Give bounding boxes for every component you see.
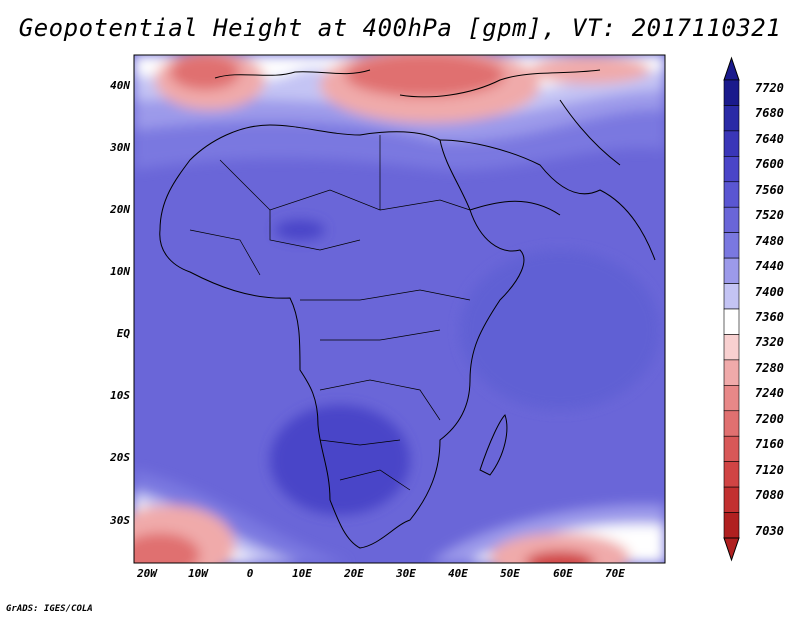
- colorbar-segment: [723, 232, 740, 259]
- lat-label: 30N: [110, 141, 130, 154]
- colorbar-label: 7240: [755, 386, 784, 401]
- lat-label: 10N: [110, 265, 130, 278]
- lon-label: 70E: [605, 567, 625, 580]
- colorbar-segment: [723, 105, 740, 132]
- colorbar-segment: [723, 156, 740, 183]
- height-field: [134, 55, 665, 563]
- lat-label: 40N: [110, 79, 130, 92]
- colorbar-segment: [723, 308, 740, 335]
- lon-label: 20W: [137, 567, 157, 580]
- colorbar-segment: [723, 181, 740, 208]
- colorbar-label: 7480: [755, 233, 784, 248]
- lon-label: 50E: [500, 567, 520, 580]
- colorbar-label: 7640: [755, 131, 784, 146]
- colorbar-segment: [723, 359, 740, 386]
- colorbar-top-arrow: [723, 56, 740, 81]
- colorbar-segment: [723, 79, 740, 106]
- lon-label: 20E: [344, 567, 364, 580]
- colorbar-segment: [723, 257, 740, 284]
- lon-label: 40E: [448, 567, 468, 580]
- colorbar-segment: [723, 206, 740, 233]
- colorbar-segment: [723, 130, 740, 157]
- colorbar-label: 7280: [755, 360, 784, 375]
- colorbar-label: 7600: [755, 157, 784, 172]
- lon-label: 10W: [188, 567, 208, 580]
- colorbar-segment: [723, 410, 740, 437]
- plot-frame: [133, 54, 666, 564]
- lon-label: 30E: [396, 567, 416, 580]
- lat-label: 20N: [110, 203, 130, 216]
- credit-text: GrADS: IGES/COLA: [6, 604, 93, 614]
- country-borders: [189, 135, 471, 491]
- lon-label: 60E: [553, 567, 573, 580]
- colorbar-label: 7080: [755, 488, 784, 503]
- colorbar-label: 7200: [755, 411, 784, 426]
- colorbar-segment: [723, 461, 740, 488]
- lat-label: 30S: [110, 514, 130, 527]
- colorbar-label: 7680: [755, 106, 784, 121]
- colorbar-segment: [723, 283, 740, 310]
- colorbar-segment: [723, 385, 740, 412]
- coastlines: [159, 69, 656, 549]
- lat-label: EQ: [116, 327, 130, 340]
- map-title: Geopotential Height at 400hPa [gpm], VT:…: [18, 14, 782, 42]
- colorbar-segment: [723, 334, 740, 361]
- lon-label: 10E: [292, 567, 312, 580]
- lon-label: 0: [246, 567, 254, 580]
- lat-label: 10S: [110, 389, 130, 402]
- lat-label: 20S: [110, 451, 130, 464]
- colorbar-label: 7160: [755, 437, 784, 452]
- colorbar-segment: [723, 435, 740, 462]
- colorbar-bottom-arrow: [723, 537, 740, 562]
- colorbar-segment: [723, 512, 740, 539]
- colorbar-label: 7560: [755, 182, 784, 197]
- colorbar-label: 7360: [755, 310, 784, 324]
- colorbar-label: 7120: [755, 462, 784, 477]
- colorbar-label: 7400: [755, 284, 784, 299]
- colorbar-segment: [723, 486, 740, 513]
- colorbar-label: 7720: [755, 81, 784, 95]
- colorbar: [723, 56, 740, 562]
- colorbar-label: 7320: [755, 335, 784, 350]
- colorbar-label: 7030: [755, 524, 784, 538]
- colorbar-label: 7520: [755, 208, 784, 223]
- colorbar-label: 7440: [755, 259, 784, 274]
